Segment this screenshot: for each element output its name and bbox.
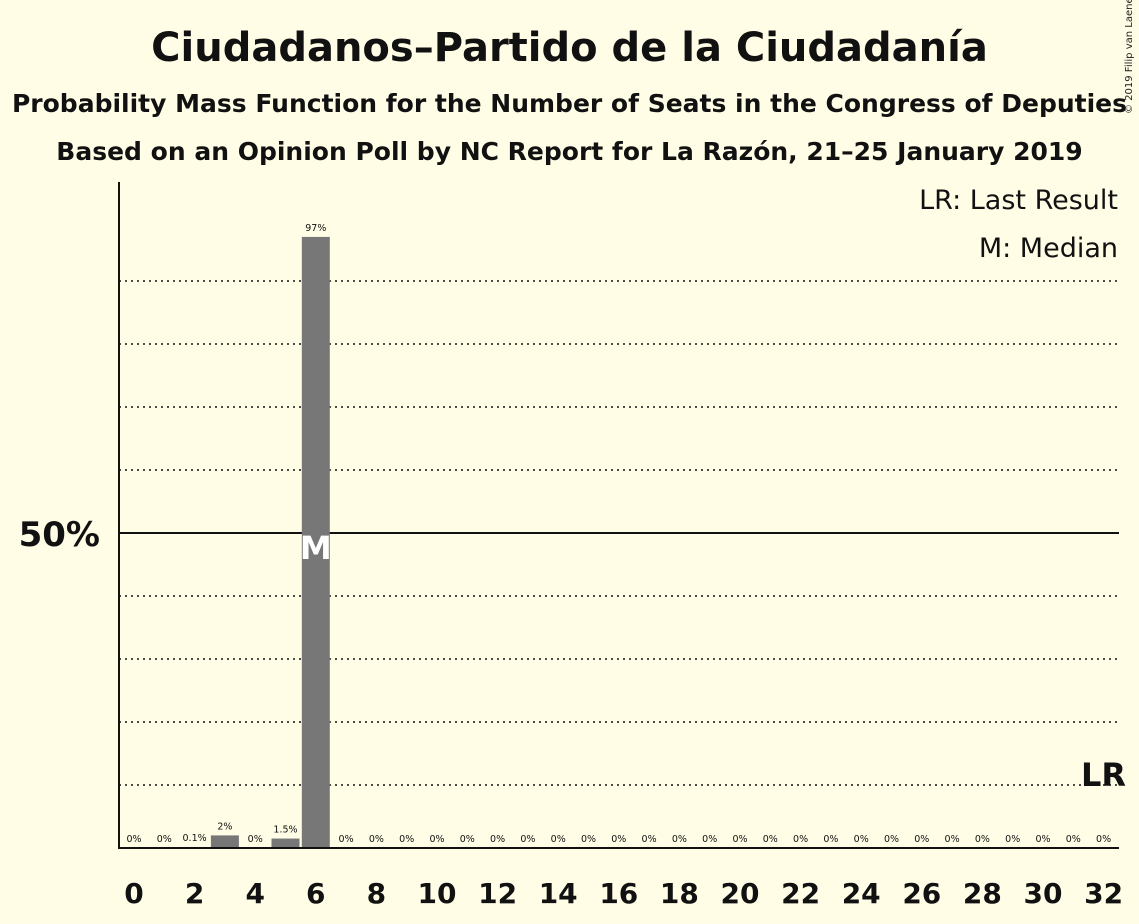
x-tick-label-32: 32	[1084, 877, 1123, 910]
data-label-3: 2%	[217, 821, 232, 832]
last-result-marker: LR	[1081, 756, 1126, 794]
x-tick-label-18: 18	[660, 877, 699, 910]
x-tick-label-16: 16	[599, 877, 638, 910]
data-label-18: 0%	[672, 834, 687, 845]
x-tick-label-12: 12	[478, 877, 517, 910]
data-label-10: 0%	[429, 834, 444, 845]
median-marker: M	[300, 529, 332, 567]
data-label-28: 0%	[975, 834, 990, 845]
x-tick-label-26: 26	[902, 877, 941, 910]
data-label-23: 0%	[823, 834, 838, 845]
x-tick-label-2: 2	[185, 877, 204, 910]
axes: 50%0 2 4 6 8 10 12 14 16 18 20 22 24 26 28 30 32	[19, 182, 1123, 910]
data-label-30: 0%	[1035, 834, 1050, 845]
data-label-13: 0%	[520, 834, 535, 845]
data-label-22: 0%	[793, 834, 808, 845]
bar-5	[271, 838, 300, 848]
bar-3	[210, 835, 239, 848]
data-label-15: 0%	[581, 834, 596, 845]
data-label-12: 0%	[490, 834, 505, 845]
x-tick-label-0: 0	[124, 877, 143, 910]
data-label-27: 0%	[945, 834, 960, 845]
data-label-1: 0%	[157, 834, 172, 845]
x-tick-label-4: 4	[245, 877, 264, 910]
data-label-19: 0%	[702, 834, 717, 845]
chart-subtitle: Probability Mass Function for the Number…	[11, 89, 1128, 118]
x-tick-label-24: 24	[842, 877, 881, 910]
legend: LR: Last Result M: Median	[919, 185, 1118, 264]
data-label-32: 0%	[1096, 834, 1111, 845]
legend-entry-0: LR: Last Result	[919, 185, 1118, 216]
bar-6	[301, 236, 330, 848]
bars	[180, 236, 330, 848]
x-tick-label-14: 14	[539, 877, 578, 910]
data-label-4: 0%	[248, 834, 263, 845]
data-label-7: 0%	[339, 834, 354, 845]
x-tick-label-6: 6	[306, 877, 325, 910]
data-label-31: 0%	[1066, 834, 1081, 845]
data-label-24: 0%	[854, 834, 869, 845]
data-label-6: 97%	[305, 223, 326, 234]
x-tick-label-10: 10	[418, 877, 457, 910]
data-label-26: 0%	[914, 834, 929, 845]
gridlines	[119, 280, 1119, 786]
legend-entry-1: M: Median	[979, 233, 1118, 264]
data-label-17: 0%	[642, 834, 657, 845]
x-tick-label-20: 20	[721, 877, 760, 910]
data-label-14: 0%	[551, 834, 566, 845]
chart-title: Ciudadanos–Partido de la Ciudadanía	[151, 25, 988, 71]
data-label-8: 0%	[369, 834, 384, 845]
data-label-20: 0%	[732, 834, 747, 845]
data-labels: 0% 0% 0.1% 2% 0% 1.5% 97% 0% 0% 0% 0% 0% 0% 0% 0% 0% 0% 0…	[126, 223, 1126, 845]
data-label-29: 0%	[1005, 834, 1020, 845]
data-label-9: 0%	[399, 834, 414, 845]
data-label-5: 1.5%	[273, 825, 297, 836]
data-label-21: 0%	[763, 834, 778, 845]
data-label-25: 0%	[884, 834, 899, 845]
y-tick-label-50: 50%	[19, 515, 100, 555]
chart-source-subtitle: Based on an Opinion Poll by NC Report fo…	[56, 137, 1083, 166]
data-label-11: 0%	[460, 834, 475, 845]
data-label-2: 0.1%	[183, 833, 207, 844]
x-tick-label-8: 8	[367, 877, 386, 910]
x-tick-label-30: 30	[1024, 877, 1063, 910]
x-tick-label-28: 28	[963, 877, 1002, 910]
data-label-0: 0%	[126, 834, 141, 845]
data-label-16: 0%	[611, 834, 626, 845]
x-tick-label-22: 22	[781, 877, 820, 910]
